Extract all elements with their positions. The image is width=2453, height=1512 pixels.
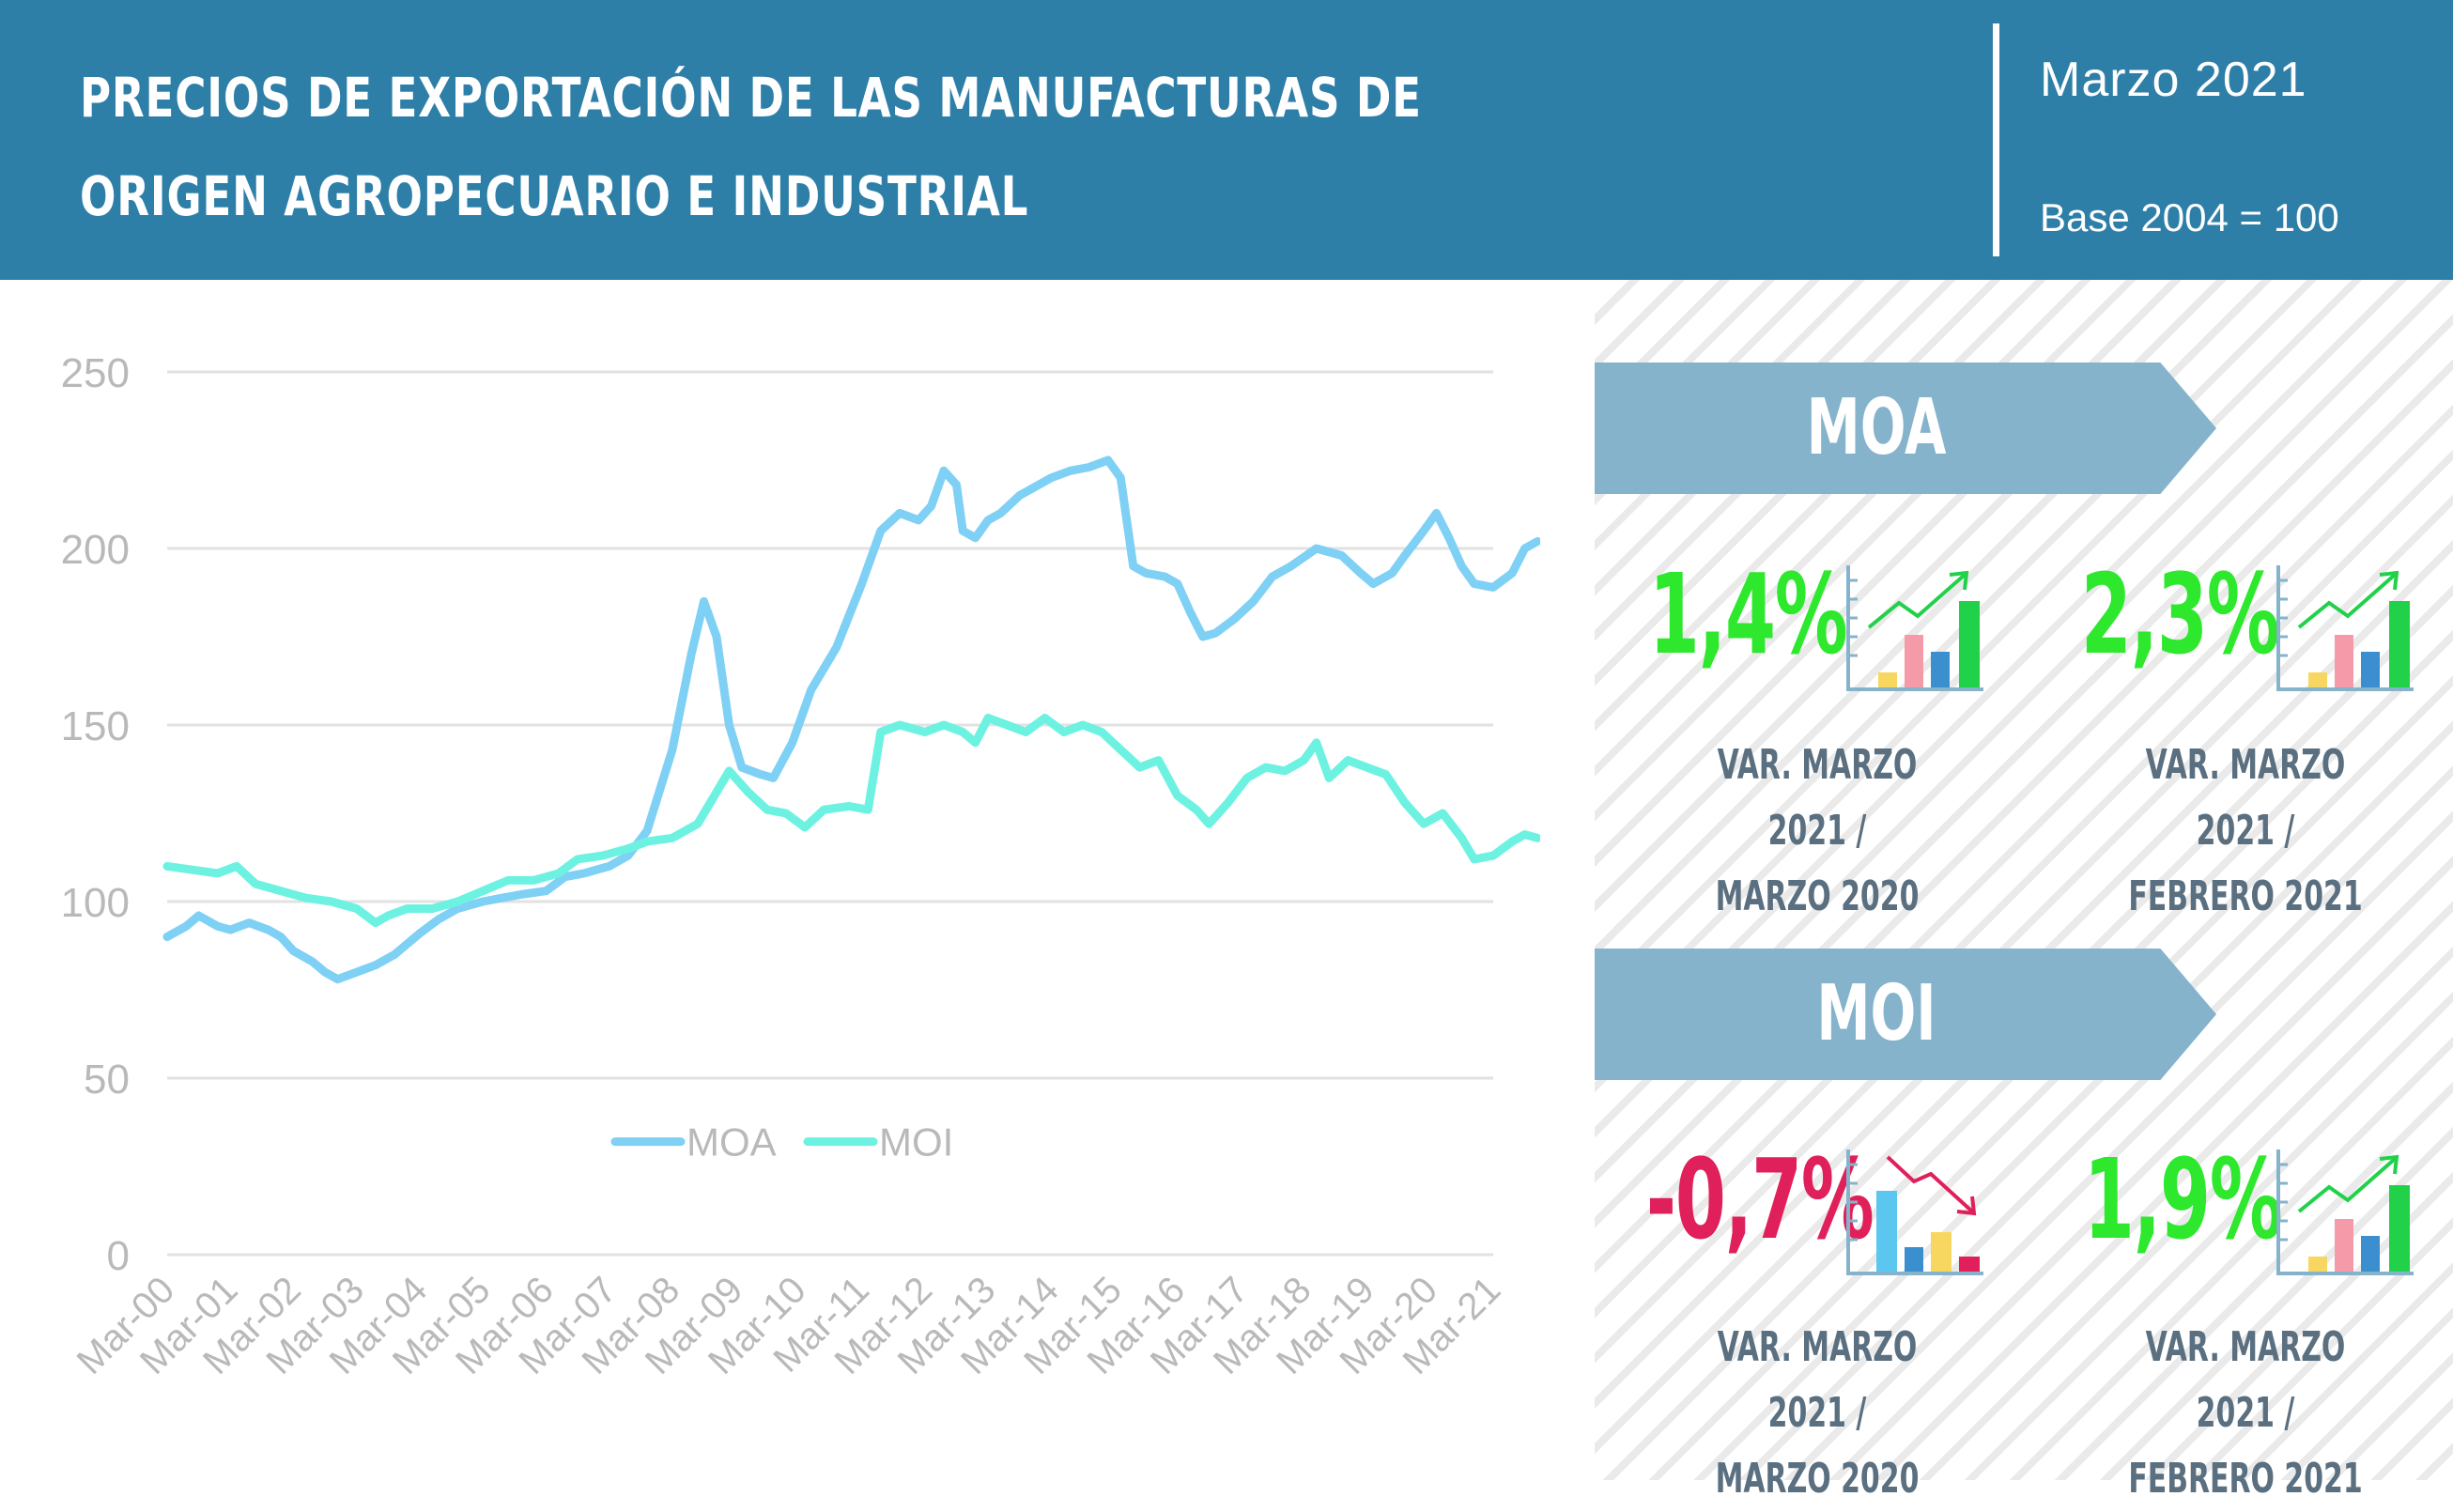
chart-up-icon bbox=[2276, 1149, 2414, 1275]
y-tick-label: 100 bbox=[61, 880, 130, 926]
moi-banner-label: MOI bbox=[1816, 969, 1936, 1058]
moi-mom-caption-line1: VAR. MARZO 2021 / bbox=[2145, 1323, 2346, 1437]
chart-grid bbox=[167, 370, 1493, 1257]
moi-yoy-caption-line2: MARZO 2020 bbox=[1715, 1455, 1920, 1503]
series-line-moi bbox=[162, 714, 1540, 928]
moa-mom-caption: VAR. MARZO 2021 / FEBRERO 2021 bbox=[2118, 733, 2373, 930]
moa-yoy-caption-line1: VAR. MARZO 2021 / bbox=[1717, 741, 1918, 855]
moi-mom-caption: VAR. MARZO 2021 / FEBRERO 2021 bbox=[2118, 1315, 2373, 1512]
y-axis-ticks: 0 50 100 150 200 250 bbox=[61, 350, 130, 1279]
moi-yoy-value: -0,7% bbox=[1645, 1134, 1874, 1264]
moi-yoy-caption-line1: VAR. MARZO 2021 / bbox=[1717, 1323, 1918, 1437]
index-base: Base 2004 = 100 bbox=[2040, 195, 2339, 239]
legend-label: MOA bbox=[687, 1120, 777, 1165]
price-index-chart: 0 50 100 150 200 250 Mar-00Mar-01Mar-02Mar-03… bbox=[61, 350, 1540, 1382]
y-tick-label: 250 bbox=[61, 350, 130, 396]
moa-mom-caption-line2: FEBRERO 2021 bbox=[2128, 872, 2363, 920]
moi-mom-value: 1,9% bbox=[2083, 1134, 2283, 1264]
moa-banner-label: MOA bbox=[1806, 383, 1947, 472]
chart-series bbox=[162, 455, 1540, 984]
y-tick-label: 200 bbox=[61, 527, 130, 573]
moa-mom-caption-line1: VAR. MARZO 2021 / bbox=[2145, 741, 2346, 855]
chart-down-icon bbox=[1846, 1149, 1983, 1275]
chart-up-icon bbox=[2276, 565, 2414, 691]
header-bar: PRECIOS DE EXPORTACIÓN DE LAS MANUFACTUR… bbox=[0, 0, 2453, 280]
moa-mom-value: 2,3% bbox=[2080, 549, 2280, 679]
x-axis-ticks: Mar-00Mar-01Mar-02Mar-03Mar-04Mar-05Mar-… bbox=[69, 1269, 1509, 1382]
moa-yoy-caption-line2: MARZO 2020 bbox=[1715, 872, 1920, 920]
series-line-moa bbox=[162, 455, 1540, 984]
y-tick-label: 150 bbox=[61, 703, 130, 749]
moa-yoy-caption: VAR. MARZO 2021 / MARZO 2020 bbox=[1689, 733, 1945, 930]
page-title: PRECIOS DE EXPORTACIÓN DE LAS MANUFACTUR… bbox=[80, 66, 1422, 228]
y-tick-label: 0 bbox=[107, 1233, 130, 1279]
y-tick-label: 50 bbox=[84, 1057, 130, 1103]
legend-label: MOI bbox=[879, 1120, 953, 1165]
chart-legend: MOA MOI bbox=[610, 1120, 953, 1165]
moi-mom-caption-line2: FEBRERO 2021 bbox=[2128, 1455, 2363, 1503]
header-divider bbox=[1993, 23, 1999, 256]
report-date: Marzo 2021 bbox=[2040, 53, 2307, 107]
chart-up-icon bbox=[1846, 565, 1983, 691]
moi-banner: MOI bbox=[1595, 949, 2216, 1080]
moi-yoy-caption: VAR. MARZO 2021 / MARZO 2020 bbox=[1689, 1315, 1945, 1512]
moa-yoy-value: 1,4% bbox=[1648, 549, 1848, 679]
moa-banner: MOA bbox=[1595, 363, 2216, 494]
